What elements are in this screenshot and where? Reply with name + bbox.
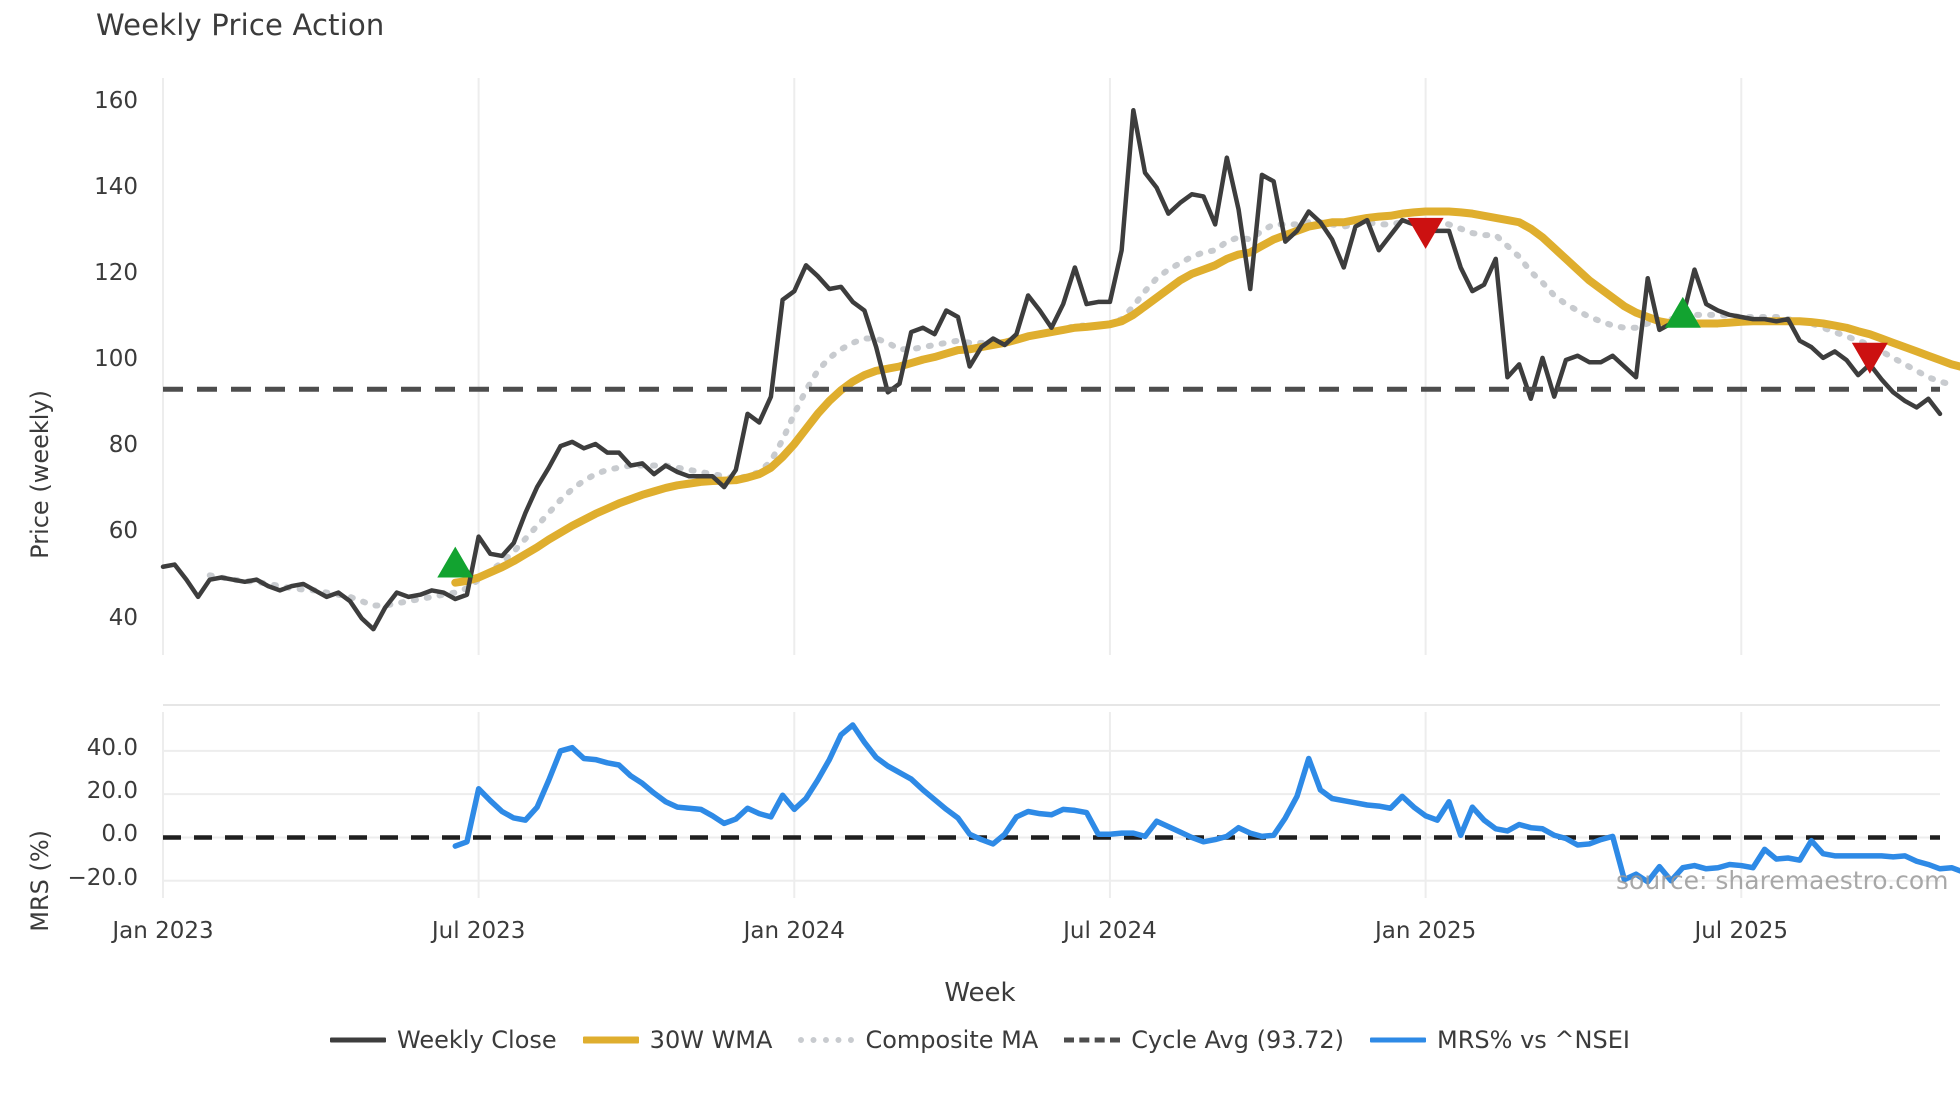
line-thick-icon (582, 1031, 639, 1049)
weekly-close-line (160, 108, 1943, 632)
y-tick-label-price: 80 (108, 432, 138, 459)
legend-label: MRS% vs ^NSEI (1437, 1026, 1630, 1054)
legend-item[interactable]: Cycle Avg (93.72) (1064, 1026, 1344, 1054)
x-tick-label: Jan 2023 (112, 918, 214, 944)
x-tick-label: Jan 2024 (743, 918, 845, 944)
buy-marker-icon (437, 546, 474, 578)
chart-legend: Weekly Close 30W WMA Composite MA Cycle Avg… (0, 1026, 1960, 1054)
y-tick-label-price: 60 (108, 518, 138, 545)
legend-label: Weekly Close (397, 1026, 557, 1054)
buy-marker-icon (1664, 296, 1701, 328)
price-panel-bg (163, 78, 1940, 655)
sell-marker-icon (1407, 217, 1444, 249)
legend-label: 30W WMA (649, 1026, 773, 1054)
x-tick-label: Jul 2023 (431, 918, 526, 944)
y-tick-label-mrs: −20.0 (67, 864, 138, 891)
page-title: Weekly Price Action (96, 8, 385, 42)
x-tick-label: Jul 2024 (1063, 918, 1157, 944)
legend-item[interactable]: MRS% vs ^NSEI (1370, 1026, 1630, 1054)
sell-marker-icon (1851, 342, 1888, 374)
legend-item[interactable]: Composite MA (798, 1026, 1038, 1054)
legend-item[interactable]: 30W WMA (582, 1026, 773, 1054)
y-tick-label-mrs: 0.0 (101, 821, 138, 848)
y-tick-label-price: 140 (94, 173, 138, 200)
mrs-line (452, 722, 1960, 885)
wma-line (451, 207, 1960, 587)
y-tick-label-price: 120 (94, 260, 138, 287)
mrs-panel-bg (163, 712, 1940, 898)
line-dotted-icon (798, 1031, 855, 1049)
x-tick-label: Jan 2025 (1374, 918, 1477, 944)
y-tick-label-price: 100 (94, 346, 138, 373)
x-axis-label: Week (944, 978, 1016, 1008)
y-tick-label-mrs: 20.0 (86, 778, 138, 805)
source-watermark: source: sharemaestro.com (1616, 866, 1949, 895)
legend-label: Cycle Avg (93.72) (1131, 1026, 1345, 1054)
line-solid-icon (330, 1031, 387, 1049)
line-blue-icon (1370, 1031, 1427, 1049)
legend-label: Composite MA (865, 1026, 1039, 1054)
line-dashed-icon (1064, 1031, 1121, 1049)
legend-item[interactable]: Weekly Close (330, 1026, 557, 1054)
y-tick-label-price: 40 (108, 604, 138, 631)
y-tick-label-price: 160 (94, 87, 138, 114)
y-tick-label-mrs: 40.0 (86, 734, 138, 761)
x-tick-label: Jul 2025 (1694, 918, 1789, 944)
